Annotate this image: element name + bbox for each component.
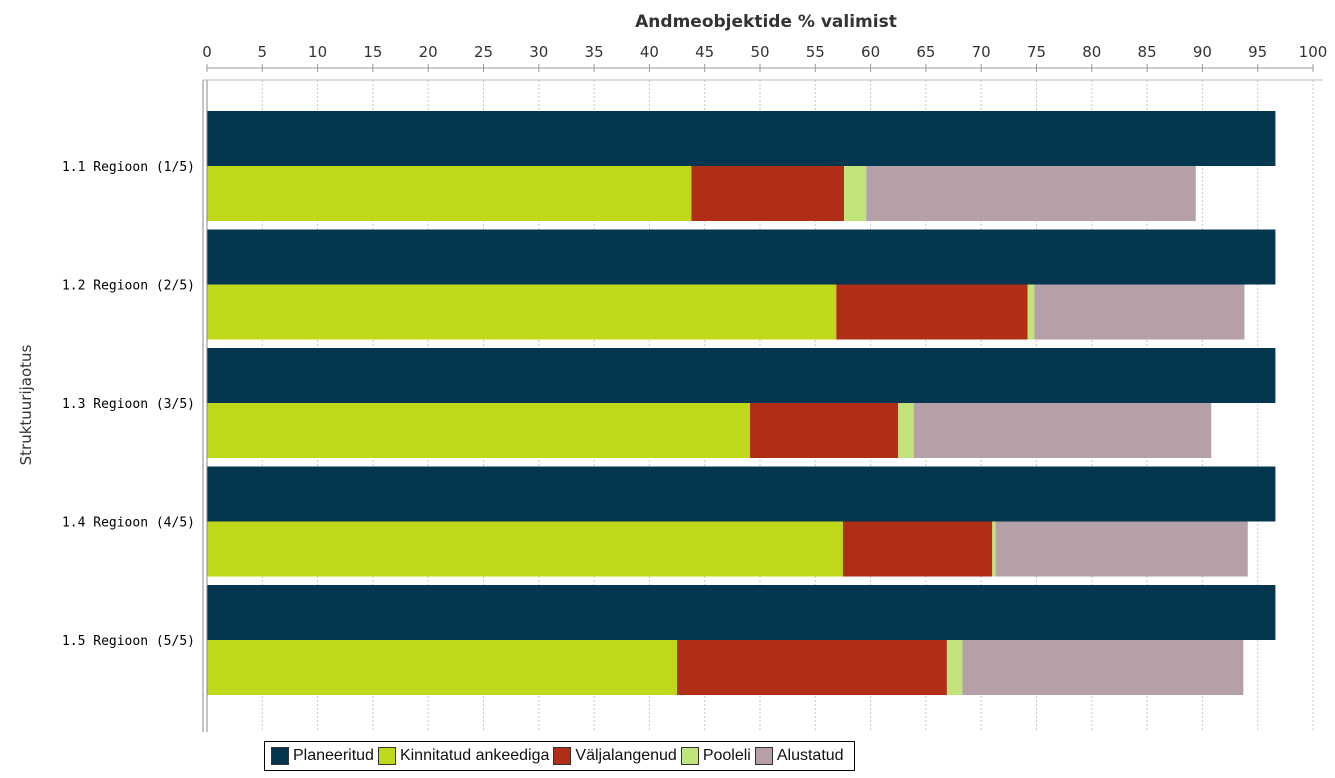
bar-valjalangenud: [750, 403, 899, 458]
bar-kinnitatud-ankeediga: [207, 640, 678, 695]
legend-label: Alustatud: [776, 747, 844, 764]
bar-valjalangenud: [842, 521, 993, 577]
legend-swatch: [553, 747, 572, 765]
x-tick-label: 90: [1193, 43, 1212, 61]
x-tick-label: 75: [1027, 43, 1046, 61]
legend-item: Pooleli: [680, 747, 751, 765]
x-tick-label: 55: [806, 43, 825, 61]
x-tick-label: 85: [1138, 43, 1157, 61]
legend-swatch: [754, 747, 773, 765]
bar-alustatud: [866, 166, 1196, 221]
x-tick-label: 50: [750, 43, 769, 61]
chart-title: Andmeobjektide % valimist: [635, 12, 897, 32]
bar-kinnitatud-ankeediga: [207, 284, 837, 340]
x-tick-label: 45: [695, 43, 714, 61]
bar-planeeritud: [207, 348, 1276, 403]
bar-alustatud: [995, 521, 1248, 577]
bar-planeeritud: [207, 229, 1276, 285]
legend-swatch: [680, 747, 699, 765]
x-tick-label: 15: [363, 43, 382, 61]
bar-kinnitatud-ankeediga: [207, 521, 843, 577]
bar-valjalangenud: [677, 640, 947, 695]
legend-item: Alustatud: [754, 747, 844, 765]
legend-item: Kinnitatud ankeediga: [377, 747, 550, 765]
x-tick-label: 5: [258, 43, 268, 61]
legend-swatch: [271, 747, 289, 765]
x-tick-label: 30: [529, 43, 548, 61]
x-tick-label: 20: [419, 43, 438, 61]
x-tick-label: 95: [1248, 43, 1267, 61]
legend: Planeeritud Kinnitatud ankeediga Väljalang…: [264, 741, 855, 771]
y-axis-title: Struktuurijaotus: [17, 344, 35, 465]
bar-kinnitatud-ankeediga: [207, 166, 692, 221]
bar-planeeritud: [207, 466, 1276, 522]
legend-label: Pooleli: [702, 747, 751, 764]
x-tick-label: 25: [474, 43, 493, 61]
bar-pooleli: [946, 640, 963, 695]
bar-planeeritud: [207, 111, 1276, 166]
y-axis-labels: 1.1 Regioon (1/5) 1.2 Regioon (2/5) 1.3 Re…: [62, 160, 195, 649]
bar-kinnitatud-ankeediga: [207, 403, 751, 458]
bar-pooleli: [992, 521, 996, 577]
bar-alustatud: [962, 640, 1244, 695]
x-tick-label: 10: [308, 43, 327, 61]
bar-alustatud: [913, 403, 1212, 458]
legend-label: Kinnitatud ankeediga: [399, 747, 550, 764]
x-tick-label: 0: [202, 43, 212, 61]
x-tick-label: 70: [972, 43, 991, 61]
bar-alustatud: [1034, 284, 1245, 340]
x-axis: 0 5 10 15 20 25 30 35 40 45 50 55 60 65 70 75 80 85 90 95 10…: [202, 43, 1327, 72]
category-label: 1.1 Regioon (1/5): [62, 160, 195, 175]
x-tick-label: 60: [861, 43, 880, 61]
category-label: 1.4 Regioon (4/5): [62, 516, 195, 531]
category-label: 1.3 Regioon (3/5): [62, 397, 195, 412]
bar-pooleli: [844, 166, 867, 221]
x-tick-label: 40: [640, 43, 659, 61]
legend-label: Planeeritud: [293, 747, 374, 764]
legend-item: Väljalangenud: [553, 747, 677, 765]
bar-valjalangenud: [691, 166, 845, 221]
x-tick-label: 80: [1082, 43, 1101, 61]
legend-item: Planeeritud: [271, 747, 374, 765]
bar-pooleli: [1027, 284, 1035, 340]
bar-valjalangenud: [836, 284, 1028, 340]
legend-swatch: [377, 747, 396, 765]
bar-pooleli: [898, 403, 914, 458]
bars: [207, 111, 1276, 695]
x-tick-label: 65: [916, 43, 935, 61]
category-label: 1.5 Regioon (5/5): [62, 634, 195, 649]
x-tick-label: 100: [1299, 43, 1328, 61]
x-tick-label: 35: [585, 43, 604, 61]
legend-label: Väljalangenud: [575, 747, 677, 764]
bar-planeeritud: [207, 585, 1276, 640]
category-label: 1.2 Regioon (2/5): [62, 279, 195, 294]
